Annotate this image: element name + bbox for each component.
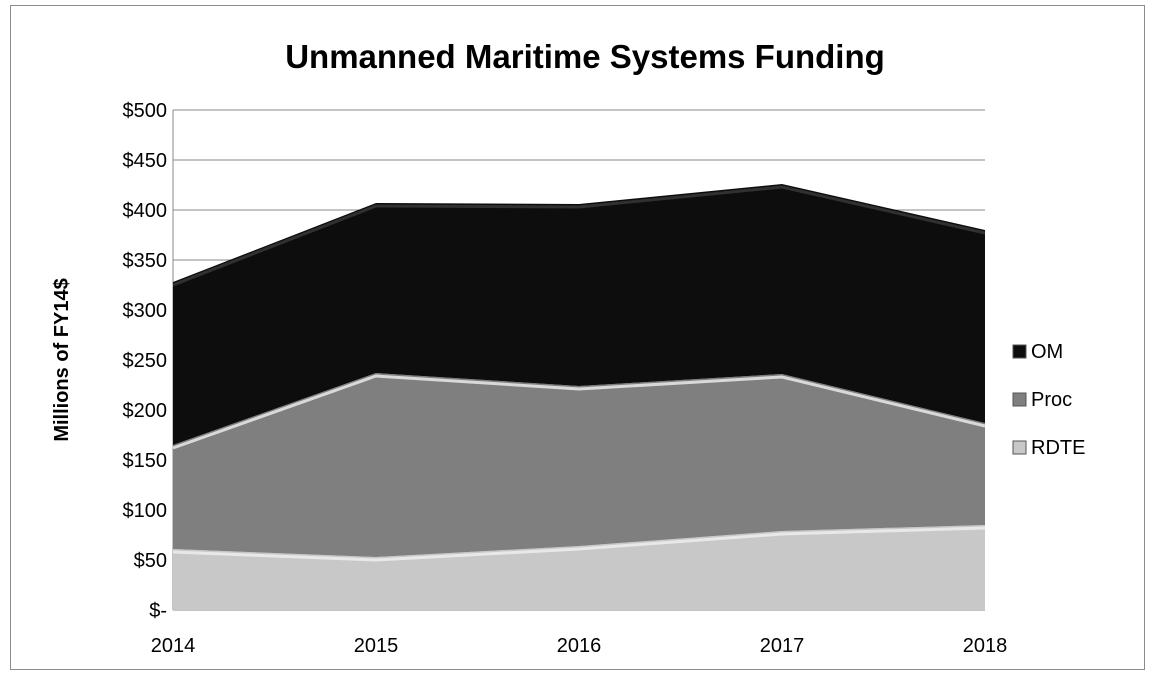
plot-areas [172, 184, 986, 610]
x-tick-label: 2015 [354, 635, 399, 657]
y-tick-label: $- [149, 600, 167, 622]
x-tick-label: 2018 [963, 635, 1008, 657]
area-proc [173, 373, 985, 557]
legend-swatch-rdte [1012, 440, 1027, 455]
y-tick-label: $250 [123, 350, 168, 372]
area-om [173, 184, 985, 445]
x-tick-label: 2016 [557, 635, 602, 657]
y-tick-label: $450 [123, 150, 168, 172]
x-axis-ticks: 2014 2015 2016 2017 2018 [151, 635, 1008, 657]
area-edge-om [172, 185, 986, 287]
area-rdte [173, 525, 985, 610]
legend: OM Proc RDTE [1012, 341, 1085, 459]
y-tick-label: $400 [123, 200, 168, 222]
area-edge-proc [172, 374, 986, 450]
y-tick-label: $50 [134, 550, 167, 572]
y-tick-label: $150 [123, 450, 168, 472]
y-tick-label: $200 [123, 400, 168, 422]
y-tick-label: $300 [123, 300, 168, 322]
y-axis-ticks: $- $50 $100 $150 $200 $250 $300 $350 $400 $450 $50… [123, 100, 168, 622]
area-edge-rdte [172, 526, 986, 562]
chart-title: Unmanned Maritime Systems Funding [285, 38, 885, 75]
x-tick-label: 2017 [760, 635, 805, 657]
y-tick-label: $100 [123, 500, 168, 522]
legend-label-proc: Proc [1031, 389, 1072, 411]
y-tick-label: $500 [123, 100, 168, 122]
legend-swatch-om [1012, 344, 1027, 359]
x-tick-label: 2014 [151, 635, 196, 657]
legend-label-rdte: RDTE [1031, 437, 1085, 459]
y-tick-label: $350 [123, 250, 168, 272]
legend-label-om: OM [1031, 341, 1063, 363]
legend-swatch-proc [1012, 392, 1027, 407]
y-axis-label: Millions of FY14$ [51, 278, 73, 441]
